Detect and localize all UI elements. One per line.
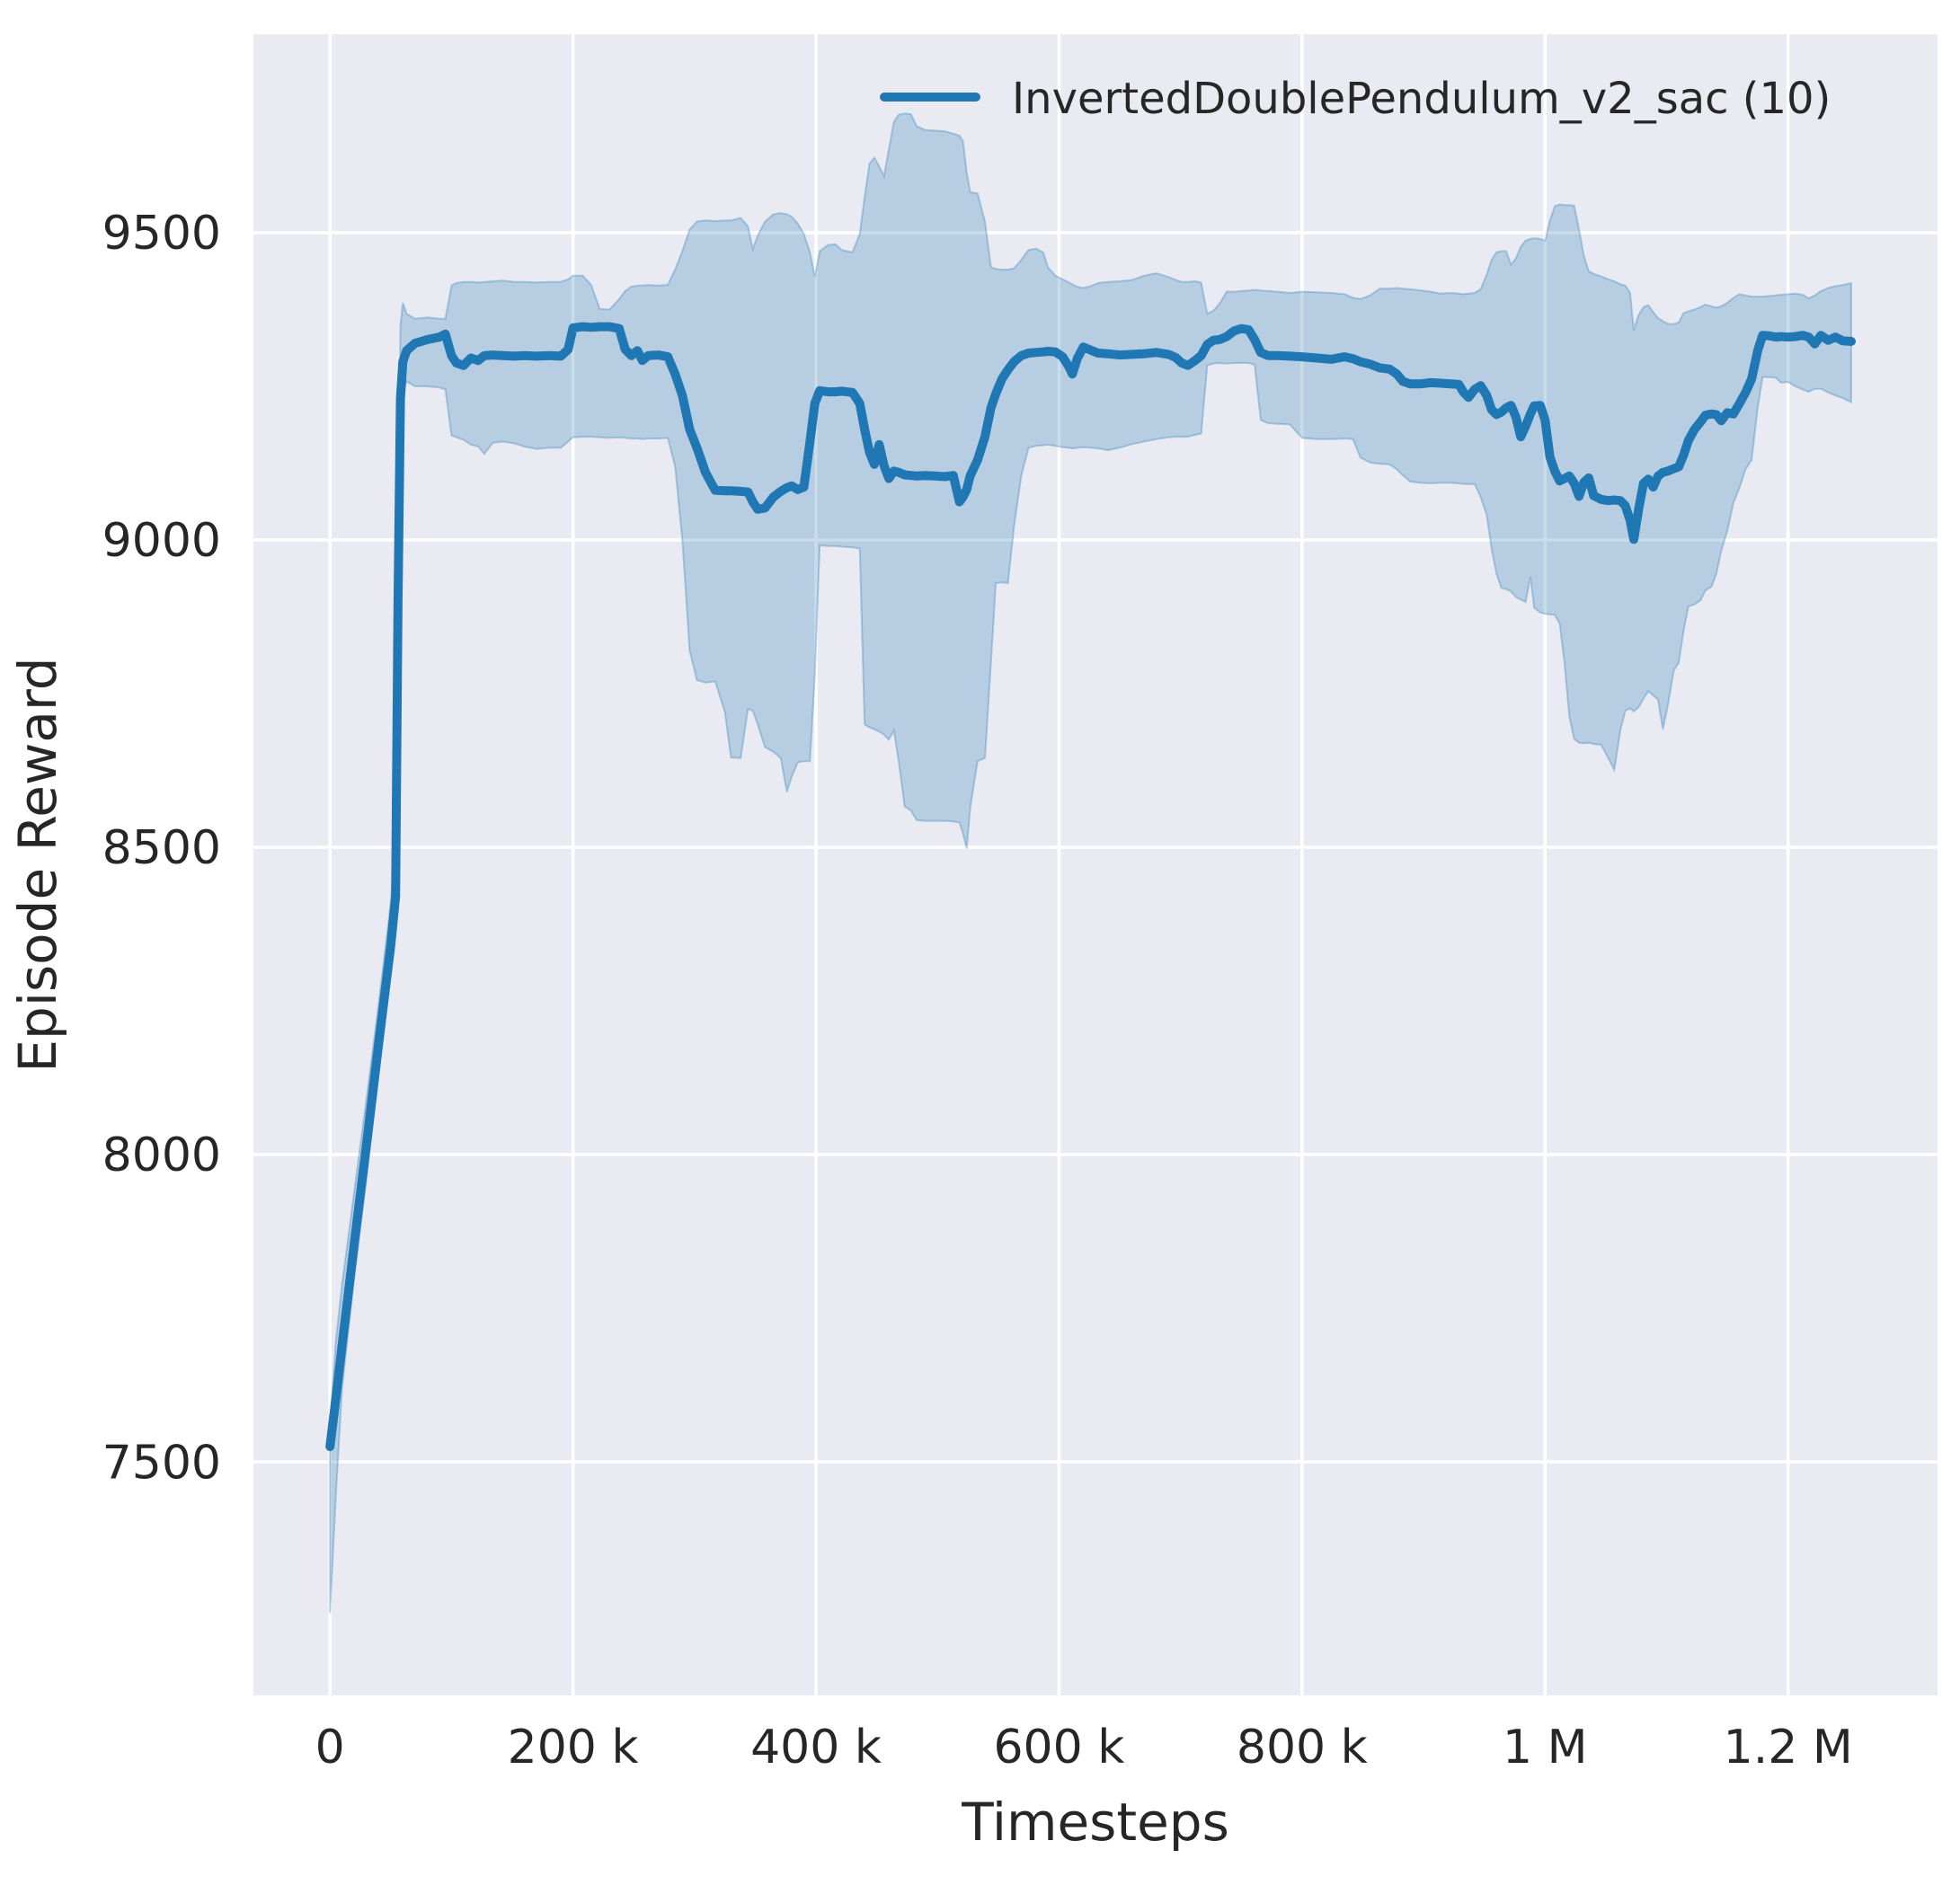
y-axis-label: Episode Reward bbox=[7, 657, 68, 1072]
y-axis-tick-labels: 7500 8000 8500 9000 9500 bbox=[102, 207, 221, 1490]
x-tick-label: 200 k bbox=[508, 1721, 639, 1774]
x-tick-label: 800 k bbox=[1237, 1721, 1368, 1774]
grid-lines bbox=[253, 34, 1938, 1695]
x-tick-label: 0 bbox=[315, 1721, 345, 1774]
y-tick-label: 8500 bbox=[102, 821, 221, 875]
y-tick-label: 8000 bbox=[102, 1128, 221, 1182]
legend-label: InvertedDoublePendulum_v2_sac (10) bbox=[1012, 74, 1831, 124]
y-tick-label: 9000 bbox=[102, 514, 221, 568]
x-tick-label: 400 k bbox=[750, 1721, 882, 1774]
x-tick-label: 1 M bbox=[1503, 1721, 1587, 1774]
plot-area bbox=[253, 34, 1938, 1695]
x-tick-label: 1.2 M bbox=[1724, 1721, 1853, 1774]
x-tick-label: 600 k bbox=[993, 1721, 1124, 1774]
mean-line bbox=[325, 322, 1856, 1451]
y-tick-label: 9500 bbox=[102, 207, 221, 261]
y-tick-label: 7500 bbox=[102, 1436, 221, 1490]
legend: InvertedDoublePendulum_v2_sac (10) bbox=[880, 74, 1831, 124]
x-axis-label: Timesteps bbox=[961, 1792, 1229, 1853]
x-axis-tick-labels: 0 200 k 400 k 600 k 800 k 1 M 1.2 M bbox=[315, 1721, 1853, 1774]
